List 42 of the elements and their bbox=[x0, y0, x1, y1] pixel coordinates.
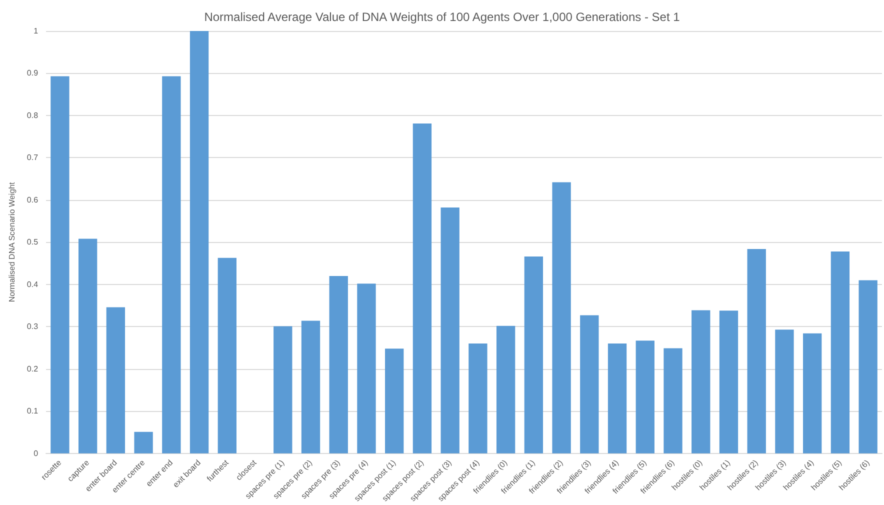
bar bbox=[385, 348, 404, 454]
chart-title: Normalised Average Value of DNA Weights of 100 Agents Over 1,000 Generations - Set 1 bbox=[204, 10, 680, 24]
bar bbox=[329, 276, 348, 454]
y-tick-label: 0.9 bbox=[26, 68, 39, 78]
bar bbox=[803, 333, 822, 454]
bar bbox=[580, 315, 599, 454]
bar bbox=[78, 238, 98, 454]
bar bbox=[274, 326, 292, 454]
y-tick-label: 1 bbox=[34, 26, 39, 36]
y-tick-label: 0.4 bbox=[26, 280, 39, 289]
bar bbox=[830, 251, 850, 454]
bar bbox=[106, 307, 126, 454]
bar bbox=[858, 280, 878, 454]
bar bbox=[524, 256, 544, 454]
bar bbox=[440, 208, 460, 454]
bar bbox=[357, 284, 376, 454]
y-tick-label: 0.3 bbox=[26, 322, 39, 332]
bar bbox=[719, 310, 738, 454]
y-tick-label: 0.8 bbox=[26, 110, 39, 120]
bar bbox=[412, 124, 432, 454]
bar bbox=[775, 330, 794, 454]
y-axis-title: Normalised DNA Scenario Weight bbox=[8, 181, 16, 302]
bar bbox=[664, 348, 682, 454]
y-tick-label: 0.7 bbox=[26, 153, 39, 162]
bar bbox=[608, 344, 627, 454]
bar bbox=[190, 31, 209, 454]
bar bbox=[496, 326, 516, 454]
bar bbox=[468, 344, 488, 454]
y-tick-label: 0.6 bbox=[26, 195, 39, 204]
bar bbox=[134, 432, 153, 454]
bar bbox=[636, 340, 654, 454]
bar bbox=[218, 258, 236, 454]
y-tick-label: 0 bbox=[34, 448, 39, 458]
bar bbox=[552, 182, 571, 454]
y-tick-label: 0.1 bbox=[26, 406, 39, 416]
y-tick-label: 0.2 bbox=[26, 364, 39, 374]
y-tick-label: 0.5 bbox=[26, 238, 39, 247]
bar bbox=[162, 76, 181, 454]
bar bbox=[692, 310, 710, 454]
bar bbox=[747, 248, 766, 454]
bar bbox=[50, 76, 70, 454]
bar bbox=[301, 320, 320, 454]
